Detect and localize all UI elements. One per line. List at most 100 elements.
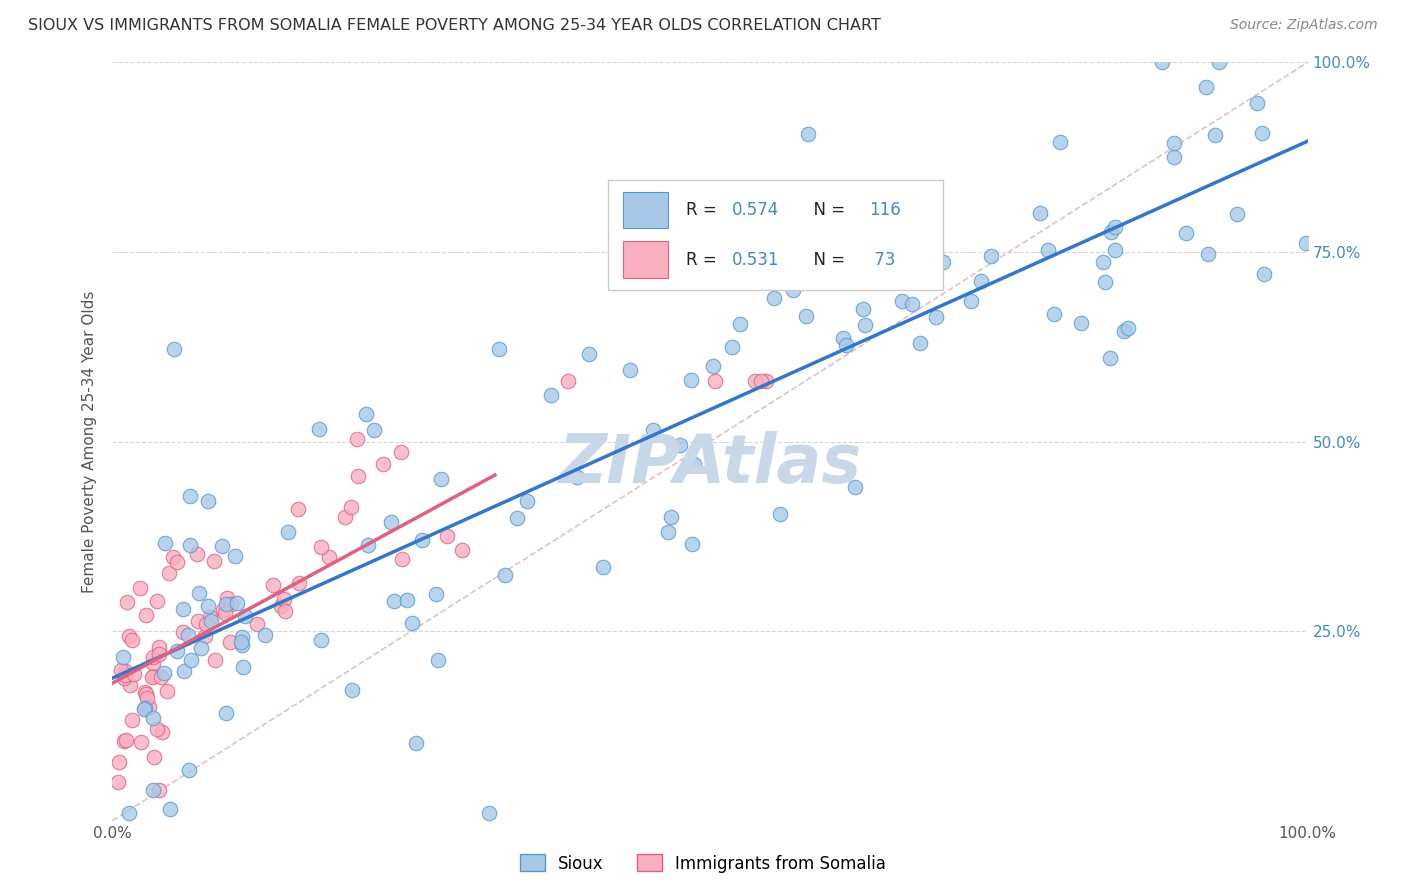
Point	[1070, 316, 1092, 330]
Point	[224, 549, 246, 563]
Point	[214, 597, 236, 611]
Point	[270, 599, 292, 613]
Point	[852, 301, 875, 316]
Point	[172, 624, 194, 639]
Point	[619, 363, 641, 377]
Point	[200, 614, 222, 628]
Point	[797, 128, 820, 142]
Point	[1253, 267, 1275, 281]
Point	[1175, 226, 1198, 240]
Point	[1163, 136, 1185, 150]
Point	[891, 294, 914, 309]
Point	[226, 596, 249, 610]
Point	[391, 552, 413, 566]
Point	[149, 670, 172, 684]
Text: SIOUX VS IMMIGRANTS FROM SOMALIA FEMALE POVERTY AMONG 25-34 YEAR OLDS CORRELATIO: SIOUX VS IMMIGRANTS FROM SOMALIA FEMALE …	[28, 18, 882, 33]
Point	[138, 700, 160, 714]
Point	[148, 783, 170, 797]
Point	[142, 783, 165, 797]
Point	[340, 500, 363, 514]
Point	[1226, 207, 1249, 221]
Text: Source: ZipAtlas.com: Source: ZipAtlas.com	[1230, 18, 1378, 32]
Point	[233, 609, 256, 624]
Point	[728, 317, 751, 331]
Text: 73: 73	[869, 251, 896, 268]
Bar	[623, 242, 668, 277]
Point	[318, 549, 340, 564]
Point	[1099, 225, 1122, 239]
Point	[187, 586, 209, 600]
Point	[153, 536, 176, 550]
Point	[179, 489, 201, 503]
Point	[755, 374, 778, 388]
Point	[494, 567, 516, 582]
Point	[262, 578, 284, 592]
Point	[363, 423, 385, 437]
Point	[156, 683, 179, 698]
Point	[391, 445, 413, 459]
Point	[112, 671, 135, 685]
Point	[908, 336, 931, 351]
Point	[142, 650, 165, 665]
Point	[924, 223, 946, 237]
Point	[141, 670, 163, 684]
Text: R =: R =	[686, 202, 723, 219]
Point	[925, 310, 948, 325]
Point	[231, 634, 253, 648]
Point	[132, 702, 155, 716]
Point	[1043, 307, 1066, 321]
Point	[142, 750, 165, 764]
Point	[396, 593, 419, 607]
Point	[187, 614, 209, 628]
Point	[1246, 96, 1268, 111]
Point	[744, 374, 766, 388]
Point	[108, 755, 131, 769]
Point	[682, 457, 704, 471]
Point	[567, 470, 589, 484]
Point	[346, 432, 368, 446]
Point	[308, 422, 330, 436]
Point	[835, 338, 858, 352]
Point	[380, 515, 402, 529]
Point	[901, 297, 924, 311]
Point	[112, 649, 135, 664]
Point	[162, 549, 184, 564]
Point	[311, 540, 333, 554]
Point	[681, 537, 703, 551]
Point	[1104, 219, 1126, 234]
Y-axis label: Female Poverty Among 25-34 Year Olds: Female Poverty Among 25-34 Year Olds	[82, 291, 97, 592]
Point	[190, 641, 212, 656]
Point	[751, 374, 773, 388]
Point	[172, 602, 194, 616]
Point	[1197, 247, 1219, 261]
Point	[796, 310, 818, 324]
Point	[592, 559, 614, 574]
Point	[197, 599, 219, 613]
Point	[159, 566, 181, 580]
Text: 0.531: 0.531	[731, 251, 779, 268]
Point	[202, 554, 225, 568]
Point	[152, 665, 174, 680]
Point	[118, 806, 141, 821]
Point	[405, 735, 427, 749]
Point	[129, 581, 152, 595]
Point	[134, 701, 156, 715]
Point	[669, 437, 692, 451]
Point	[427, 653, 450, 667]
Point	[142, 656, 165, 670]
Point	[211, 539, 233, 553]
Point	[277, 524, 299, 539]
Point	[215, 706, 238, 721]
Point	[1195, 80, 1218, 95]
Point	[1092, 254, 1115, 268]
Point	[142, 710, 165, 724]
Point	[371, 457, 394, 471]
Point	[179, 538, 201, 552]
Point	[478, 806, 501, 821]
Point	[193, 629, 215, 643]
Point	[211, 603, 233, 617]
Point	[1250, 126, 1272, 140]
Legend: Sioux, Immigrants from Somalia: Sioux, Immigrants from Somalia	[513, 847, 893, 880]
Point	[1036, 244, 1059, 258]
Point	[1116, 321, 1139, 335]
